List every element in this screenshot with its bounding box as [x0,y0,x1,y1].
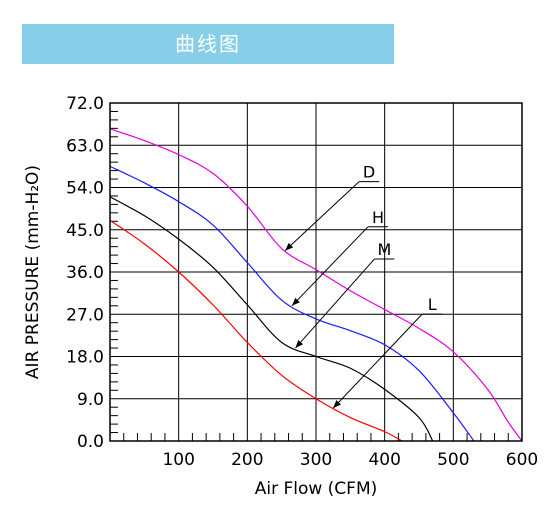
x-tick-label: 500 [437,450,469,470]
pointer-arrowhead-h [291,297,300,306]
y-tick-label: 9.0 [77,390,104,410]
y-axis-label: AIR PRESSURE (mm-H₂O) [23,165,43,379]
chart-title-banner: 曲线图 [22,24,394,64]
curve-h [109,165,475,442]
plot-frame [109,102,523,442]
pointer-arrowhead-l [333,400,341,409]
pointer-line-l [332,313,423,409]
curve-label-d: D [363,163,375,182]
pointer-line-d [284,181,360,252]
curve-label-m: M [377,240,391,259]
chart-grid [110,103,522,441]
y-tick-label: 54.0 [66,179,104,199]
x-axis-label: Air Flow (CFM) [255,479,378,499]
y-tick-label: 27.0 [66,305,104,325]
x-tick-label: 200 [231,450,263,470]
x-tick-label: 600 [506,450,538,470]
x-tick-label: 300 [300,450,332,470]
y-tick-label: 45.0 [66,221,104,241]
pointer-arrowhead-d [285,242,294,251]
y-tick-label: 63.0 [66,136,104,156]
y-tick-label: 72.0 [66,94,104,114]
pointer-line-m [295,258,375,349]
y-tick-label: 36.0 [66,263,104,283]
pointer-line-h [291,226,369,307]
curve-pointers: D HM L [284,163,443,409]
y-tick-label: 18.0 [66,348,104,368]
curve-l [109,219,403,442]
curve-label-l: L [428,295,437,314]
pointer-arrowhead-m [295,339,304,349]
tick-labels: 100 200 300 400 500 600 0.0 9.0 18.0 27.0 36.0 45.0… [66,94,538,470]
x-tick-label: 100 [162,450,194,470]
y-tick-label: 0.0 [77,432,104,452]
x-tick-label: 400 [368,450,400,470]
curve-m [109,196,434,442]
curves [109,128,523,442]
minor-ticks [110,110,509,441]
curve-d [109,128,523,442]
curve-label-h: H [372,208,384,227]
